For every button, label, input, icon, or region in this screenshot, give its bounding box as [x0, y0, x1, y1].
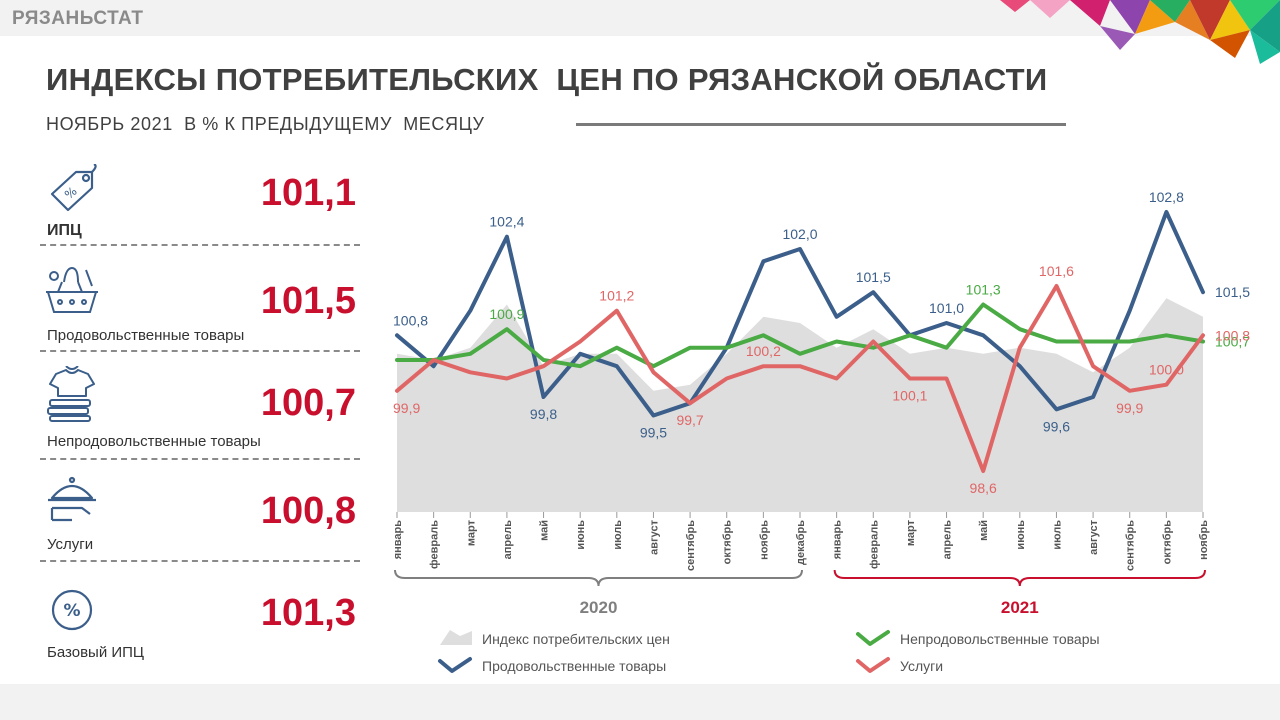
data-label: 99,9 — [393, 400, 420, 416]
data-label: 100,0 — [1149, 362, 1184, 378]
legend-swatch — [856, 630, 890, 646]
x-tick-label: сентябрь — [685, 520, 697, 571]
legend-label: Продовольственные товары — [482, 658, 666, 674]
indicator-label: ИПЦ — [47, 222, 82, 239]
separator — [40, 458, 360, 460]
indicator-label: Непродовольственные товары — [47, 433, 261, 450]
brand-logo: РЯЗАНЬСТАТ — [12, 8, 144, 29]
data-label: 99,6 — [1043, 418, 1070, 434]
series-line-2 — [395, 302, 1205, 369]
indicator-nonfood: 100,7 Непродовольственные товары — [40, 366, 360, 460]
year-bracket — [394, 569, 803, 587]
series-line-3 — [395, 284, 1205, 473]
data-label: 100,2 — [746, 343, 781, 359]
x-tick-label: декабрь — [795, 520, 807, 565]
x-tick-label: март — [905, 519, 917, 546]
legend-swatch — [438, 657, 472, 673]
data-label: 100,7 — [1215, 334, 1250, 350]
data-label: 100,9 — [489, 306, 524, 322]
svg-text:%: % — [63, 601, 80, 621]
x-tick-label: ноябрь — [758, 520, 770, 560]
data-label: 98,6 — [970, 480, 997, 496]
x-tick-label: февраль — [868, 520, 880, 569]
food-basket-icon — [46, 266, 98, 313]
indicator-services: 100,8 Услуги — [40, 472, 360, 562]
price-tag-icon: % — [50, 164, 97, 212]
data-label: 101,3 — [966, 282, 1001, 298]
indicator-cpi: % 101,1 ИПЦ — [40, 160, 360, 250]
indicator-value: 101,1 — [260, 172, 356, 214]
year-bracket — [833, 569, 1206, 587]
indicator-value: 100,7 — [260, 382, 356, 424]
year-label: 2020 — [580, 598, 618, 617]
legend-swatch — [440, 630, 472, 645]
data-label: 99,7 — [676, 412, 703, 428]
x-tick-label: октябрь — [722, 520, 734, 565]
x-tick-label: ноябрь — [1198, 520, 1210, 560]
page-subtitle: НОЯБРЬ 2021 В % К ПРЕДЫДУЩЕМУ МЕСЯЦУ — [46, 114, 485, 134]
x-tick-label: октябрь — [1161, 520, 1173, 565]
indicator-core-cpi: % 101,3 Базовый ИПЦ — [40, 584, 360, 674]
legend-label: Непродовольственные товары — [900, 631, 1100, 647]
top-bar: РЯЗАНЬСТАТ — [0, 0, 1280, 64]
x-tick-label: март — [465, 519, 477, 546]
data-label: 101,5 — [1215, 284, 1250, 300]
data-label: 102,8 — [1149, 189, 1184, 205]
indicator-value: 101,3 — [260, 592, 356, 634]
x-tick-label: август — [1088, 519, 1100, 554]
x-tick-label: август — [648, 519, 660, 554]
legend-label: Услуги — [900, 658, 943, 674]
x-tick-label: апрель — [942, 520, 954, 560]
x-tick-label: июнь — [575, 520, 587, 550]
x-tick-label: июнь — [1015, 520, 1027, 550]
data-label: 102,0 — [782, 226, 817, 242]
page-title: ИНДЕКСЫ ПОТРЕБИТЕЛЬСКИХ ЦЕН ПО РЯЗАНСКОЙ… — [46, 62, 1048, 97]
bottom-bar — [0, 684, 1280, 720]
service-tray-icon — [48, 476, 96, 522]
data-label: 101,2 — [599, 288, 634, 304]
series-area-cpi — [397, 298, 1203, 512]
data-label: 102,4 — [489, 214, 524, 230]
x-tick-label: июль — [1051, 520, 1063, 550]
data-label: 100,1 — [892, 388, 927, 404]
x-tick-label: июль — [612, 520, 624, 550]
x-tick-label: май — [978, 520, 990, 541]
x-tick-label: сентябрь — [1125, 520, 1137, 571]
data-label: 99,5 — [640, 425, 667, 441]
indicator-label: Базовый ИПЦ — [47, 644, 145, 661]
x-tick-label: февраль — [429, 520, 441, 569]
indicator-food: 101,5 Продовольственные товары — [40, 262, 360, 352]
x-tick-label: май — [539, 520, 551, 541]
data-label: 99,8 — [530, 406, 557, 422]
x-tick-label: январь — [392, 520, 404, 560]
indicator-label: Продовольственные товары — [47, 327, 245, 344]
indicator-value: 100,8 — [260, 490, 356, 532]
legend-label: Индекс потребительских цен — [482, 631, 670, 647]
separator — [40, 244, 360, 246]
x-tick-label: январь — [832, 520, 844, 560]
data-label: 101,5 — [856, 269, 891, 285]
legend-swatch — [856, 657, 890, 673]
data-label: 101,0 — [929, 300, 964, 316]
data-label: 99,9 — [1116, 400, 1143, 416]
clothes-icon — [47, 366, 95, 422]
year-label: 2021 — [1001, 598, 1039, 617]
indicator-value: 101,5 — [260, 280, 356, 322]
x-tick-label: апрель — [502, 520, 514, 560]
decorative-ribbon — [1000, 0, 1280, 64]
indicator-label: Услуги — [47, 536, 94, 553]
separator — [40, 350, 360, 352]
data-label: 101,6 — [1039, 263, 1074, 279]
data-label: 100,8 — [393, 312, 428, 328]
percent-icon: % — [51, 589, 93, 631]
separator — [40, 560, 360, 562]
subtitle-rule — [576, 123, 1066, 126]
series-line-1 — [395, 210, 1205, 418]
data-label: 100,8 — [1215, 327, 1250, 343]
